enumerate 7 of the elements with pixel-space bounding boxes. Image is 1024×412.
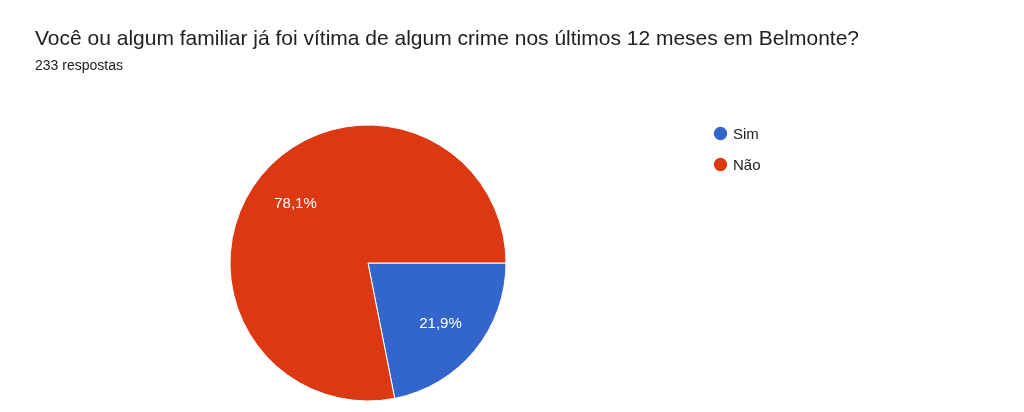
legend-label: Não — [733, 155, 761, 173]
legend-label: Sim — [733, 124, 759, 142]
data-label: 78,1% — [274, 194, 317, 212]
data-label: 21,9% — [419, 313, 462, 331]
chart-title: Você ou algum familiar já foi vítima de algum crime nos últimos 12 meses em Belmonte? — [35, 26, 860, 49]
pie-slice — [229, 124, 507, 402]
text: 233 respostas — [35, 57, 123, 73]
